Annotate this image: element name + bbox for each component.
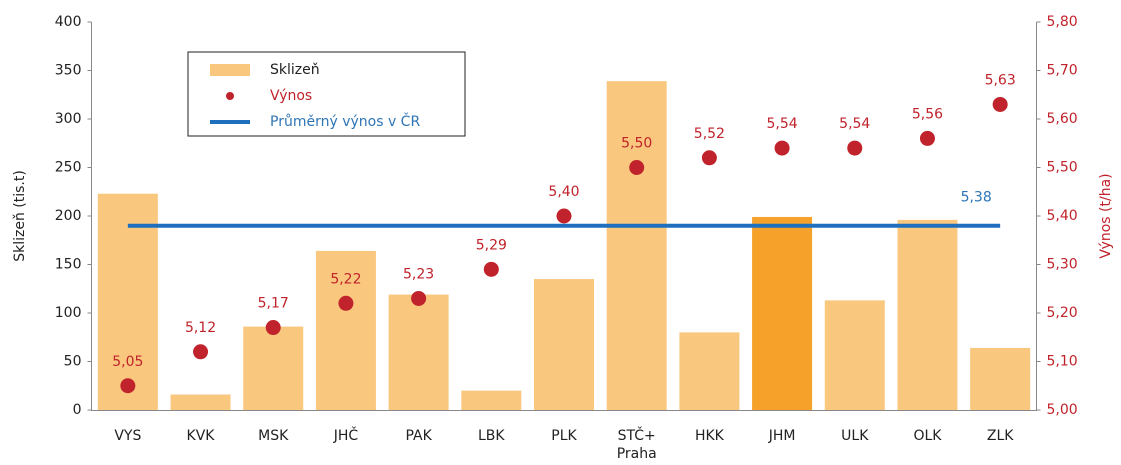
dot <box>338 295 354 311</box>
bar <box>679 332 740 410</box>
dot <box>483 261 499 277</box>
bar <box>388 294 449 410</box>
x-tick-label: PLK <box>551 428 577 444</box>
x-tick-label-line: HKK <box>695 428 725 444</box>
y2-tick-label: 5,00 <box>1047 402 1078 418</box>
bar <box>461 390 522 410</box>
bar <box>534 279 594 410</box>
x-tick-label-line: ULK <box>841 428 869 444</box>
x-tick-label: STČ+ Praha <box>617 426 657 462</box>
x-tick-label: VYS <box>114 428 141 444</box>
bar <box>170 394 231 410</box>
x-tick-label: OLK <box>913 428 942 444</box>
x-tick-label-line: STČ+ <box>618 426 656 444</box>
data-label: 5,05 <box>112 354 143 370</box>
data-label: 5,54 <box>766 116 797 132</box>
data-label: 5,29 <box>476 237 507 253</box>
x-tick-label-line: KVK <box>187 428 216 444</box>
dot <box>556 208 572 224</box>
y-tick-label: 0 <box>73 402 82 418</box>
y2-tick-label: 5,10 <box>1047 354 1078 370</box>
x-tick-label: MSK <box>258 428 289 444</box>
x-tick-label-line: PAK <box>405 428 432 444</box>
x-tick-label: ZLK <box>987 428 1014 444</box>
dot <box>120 378 136 394</box>
y-axis-label: Sklizeň (tis.t) <box>12 170 28 262</box>
data-label: 5,12 <box>185 320 216 336</box>
dot <box>919 130 935 146</box>
y-tick-label: 250 <box>55 160 82 176</box>
y2-tick-label: 5,80 <box>1047 14 1078 30</box>
dot <box>629 160 645 175</box>
x-tick-label-line: MSK <box>258 428 289 444</box>
y2-tick-label: 5,50 <box>1047 160 1078 176</box>
average-label: 5,38 <box>961 190 992 206</box>
bar <box>606 81 667 411</box>
bar <box>752 216 813 410</box>
data-label: 5,63 <box>985 72 1016 88</box>
x-tick-label-line: PLK <box>551 428 577 444</box>
y-tick-label: 100 <box>55 305 82 321</box>
data-label: 5,23 <box>403 266 434 282</box>
x-tick-label: ULK <box>841 428 869 444</box>
data-label: 5,17 <box>258 296 289 312</box>
bar <box>243 326 304 410</box>
bar <box>824 300 885 410</box>
x-tick-label-line: Praha <box>617 446 657 462</box>
y2-axis-label: Výnos (t/ha) <box>1098 173 1114 258</box>
bar <box>897 219 958 410</box>
data-label: 5,52 <box>694 126 725 142</box>
dot <box>193 344 209 360</box>
x-tick-label-line: LBK <box>478 428 505 444</box>
legend-label: Výnos <box>270 88 312 104</box>
y-tick-label: 200 <box>55 208 82 224</box>
legend-swatch <box>210 64 250 76</box>
dot <box>774 140 790 156</box>
x-tick-label-line: OLK <box>913 428 942 444</box>
y-tick-label: 150 <box>55 257 82 273</box>
legend-label: Sklizeň <box>270 62 320 78</box>
x-tick-label: JHČ <box>333 426 359 444</box>
x-tick-label: JHM <box>768 428 796 444</box>
y-tick-label: 50 <box>64 354 82 370</box>
bar <box>315 250 376 410</box>
x-tick-label-line: JHM <box>768 428 796 444</box>
dot <box>847 140 863 156</box>
y2-tick-label: 5,20 <box>1047 305 1078 321</box>
y-tick-label: 300 <box>55 111 82 127</box>
y-tick-label: 400 <box>55 14 82 30</box>
data-label: 5,40 <box>548 184 579 200</box>
data-label: 5,56 <box>912 106 943 122</box>
legend-swatch <box>226 92 234 100</box>
dot <box>411 290 427 306</box>
dot <box>992 96 1008 112</box>
y-tick-label: 350 <box>55 63 82 79</box>
y2-tick-label: 5,40 <box>1047 208 1078 224</box>
y2-tick-label: 5,30 <box>1047 257 1078 273</box>
dot <box>265 320 281 336</box>
y2-tick-label: 5,70 <box>1047 63 1078 79</box>
x-tick-label-line: JHČ <box>333 426 359 444</box>
y2-tick-label: 5,60 <box>1047 111 1078 127</box>
x-tick-label-line: ZLK <box>987 428 1014 444</box>
x-tick-label-line: VYS <box>114 428 141 444</box>
data-label: 5,50 <box>621 136 652 152</box>
x-tick-label: KVK <box>187 428 216 444</box>
x-tick-label: HKK <box>695 428 725 444</box>
x-tick-label: PAK <box>405 428 432 444</box>
bar <box>97 193 158 410</box>
dot <box>701 150 717 166</box>
bar <box>970 347 1031 410</box>
legend-label: Průměrný výnos v ČR <box>270 112 420 130</box>
x-tick-label: LBK <box>478 428 505 444</box>
data-label: 5,22 <box>330 271 361 287</box>
data-label: 5,54 <box>839 116 870 132</box>
